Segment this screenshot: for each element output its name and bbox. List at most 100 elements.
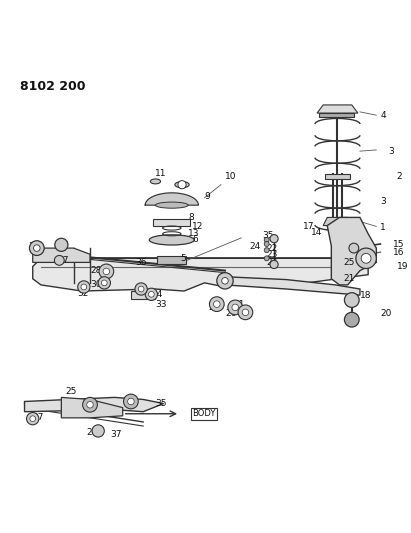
Circle shape bbox=[264, 238, 269, 243]
Text: 11: 11 bbox=[155, 169, 167, 177]
Ellipse shape bbox=[150, 179, 161, 184]
Text: 36: 36 bbox=[135, 258, 146, 267]
Circle shape bbox=[148, 292, 154, 297]
Text: 22: 22 bbox=[266, 258, 277, 267]
Text: 35: 35 bbox=[262, 231, 273, 240]
Polygon shape bbox=[131, 291, 155, 299]
Ellipse shape bbox=[149, 235, 194, 245]
Circle shape bbox=[54, 255, 64, 265]
Text: 19: 19 bbox=[397, 262, 408, 271]
Text: 17: 17 bbox=[302, 222, 314, 231]
Text: 24: 24 bbox=[249, 243, 261, 252]
Text: 39: 39 bbox=[57, 239, 69, 248]
Text: 27: 27 bbox=[33, 414, 44, 422]
Circle shape bbox=[103, 268, 110, 274]
Circle shape bbox=[98, 277, 111, 289]
Circle shape bbox=[102, 280, 107, 286]
Circle shape bbox=[264, 241, 269, 246]
Circle shape bbox=[135, 283, 147, 295]
Text: 8102 200: 8102 200 bbox=[21, 80, 86, 93]
Polygon shape bbox=[153, 220, 190, 225]
Circle shape bbox=[238, 305, 253, 320]
Circle shape bbox=[264, 256, 269, 261]
Text: 13: 13 bbox=[188, 229, 200, 238]
Text: 18: 18 bbox=[360, 290, 372, 300]
Circle shape bbox=[99, 264, 114, 279]
Circle shape bbox=[128, 398, 134, 405]
Text: 25: 25 bbox=[344, 258, 355, 267]
Circle shape bbox=[344, 312, 359, 327]
Polygon shape bbox=[25, 398, 164, 411]
Circle shape bbox=[178, 181, 186, 189]
Text: 4: 4 bbox=[381, 111, 386, 119]
Polygon shape bbox=[317, 105, 358, 113]
Circle shape bbox=[27, 413, 39, 425]
Ellipse shape bbox=[155, 202, 188, 208]
Circle shape bbox=[78, 281, 90, 293]
Circle shape bbox=[356, 248, 376, 269]
Circle shape bbox=[217, 273, 233, 289]
Text: 1: 1 bbox=[381, 223, 386, 232]
Text: 15: 15 bbox=[393, 239, 404, 248]
Circle shape bbox=[214, 301, 220, 308]
Ellipse shape bbox=[175, 182, 189, 188]
Text: 34: 34 bbox=[151, 290, 163, 299]
Circle shape bbox=[361, 253, 371, 263]
Text: 32: 32 bbox=[78, 288, 89, 297]
Circle shape bbox=[83, 398, 97, 412]
Text: 2: 2 bbox=[397, 172, 402, 181]
Text: 28: 28 bbox=[90, 266, 102, 275]
Circle shape bbox=[30, 416, 36, 422]
Circle shape bbox=[124, 394, 138, 409]
Circle shape bbox=[55, 238, 68, 252]
Polygon shape bbox=[323, 217, 352, 225]
Circle shape bbox=[242, 309, 249, 316]
Text: 21: 21 bbox=[344, 274, 355, 283]
Polygon shape bbox=[145, 193, 199, 205]
Circle shape bbox=[87, 401, 93, 408]
Circle shape bbox=[344, 293, 359, 308]
Polygon shape bbox=[325, 174, 350, 179]
Polygon shape bbox=[157, 256, 186, 264]
Circle shape bbox=[349, 243, 359, 253]
Circle shape bbox=[34, 245, 40, 252]
Text: 25: 25 bbox=[65, 387, 77, 396]
Text: 14: 14 bbox=[311, 229, 322, 238]
Polygon shape bbox=[61, 398, 123, 418]
Text: 23: 23 bbox=[266, 250, 277, 259]
Text: 8: 8 bbox=[188, 213, 194, 222]
Text: 16: 16 bbox=[393, 248, 404, 257]
Circle shape bbox=[30, 241, 44, 255]
Text: 6: 6 bbox=[192, 236, 198, 245]
Text: 22: 22 bbox=[266, 244, 277, 253]
Text: 35: 35 bbox=[155, 399, 167, 408]
Polygon shape bbox=[33, 259, 368, 291]
Text: 12: 12 bbox=[192, 222, 203, 231]
Text: 37: 37 bbox=[111, 430, 122, 439]
Text: 5: 5 bbox=[180, 254, 186, 263]
Text: 33: 33 bbox=[155, 300, 167, 309]
Polygon shape bbox=[225, 277, 360, 295]
Text: 37: 37 bbox=[57, 256, 69, 265]
Text: 9: 9 bbox=[205, 192, 210, 201]
Circle shape bbox=[228, 300, 242, 315]
Circle shape bbox=[270, 260, 278, 269]
Circle shape bbox=[222, 278, 228, 284]
Text: 26: 26 bbox=[225, 309, 236, 318]
Polygon shape bbox=[33, 248, 90, 262]
Circle shape bbox=[138, 286, 144, 292]
Text: 27: 27 bbox=[209, 303, 220, 312]
Circle shape bbox=[145, 288, 157, 301]
Text: 3: 3 bbox=[381, 197, 386, 206]
Circle shape bbox=[92, 425, 104, 437]
Text: 26: 26 bbox=[86, 427, 97, 437]
Circle shape bbox=[210, 297, 224, 311]
Polygon shape bbox=[319, 113, 354, 117]
Polygon shape bbox=[327, 217, 376, 285]
Text: 37: 37 bbox=[229, 307, 240, 316]
Text: 31: 31 bbox=[233, 300, 245, 309]
Text: 30: 30 bbox=[90, 280, 102, 289]
Text: 3: 3 bbox=[389, 148, 394, 157]
Text: 10: 10 bbox=[225, 172, 236, 181]
Text: BODY: BODY bbox=[192, 409, 216, 418]
